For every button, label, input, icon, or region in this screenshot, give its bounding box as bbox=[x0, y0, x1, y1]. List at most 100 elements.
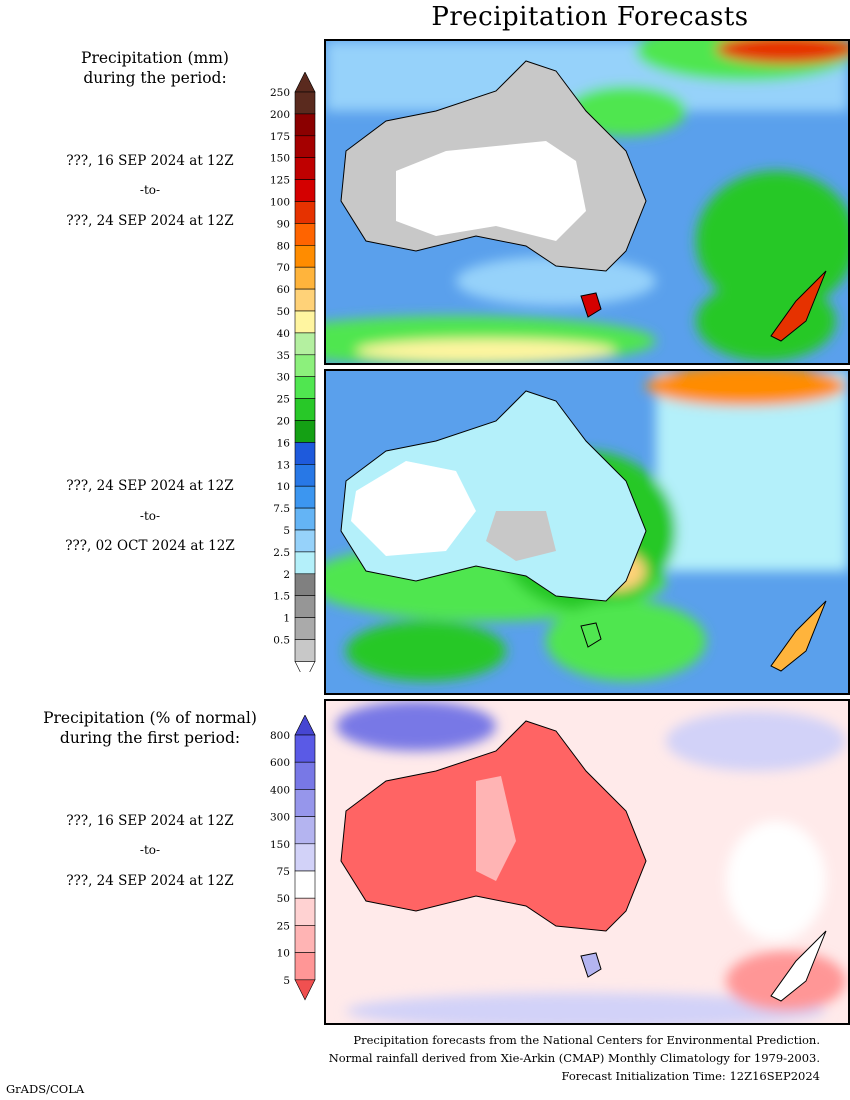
pct-colorbar-segment bbox=[294, 816, 316, 845]
pct-colorbar-tick-label: 10 bbox=[277, 948, 290, 960]
mm-colorbar-tick-label: 35 bbox=[277, 350, 290, 362]
pct-colorbar-segment bbox=[294, 925, 316, 953]
period2-to: ???, 02 OCT 2024 at 12Z bbox=[65, 538, 235, 554]
mm-colorbar-segment bbox=[294, 135, 316, 158]
mm-colorbar-tick-label: 10 bbox=[277, 481, 290, 493]
mm-colorbar-segment bbox=[294, 507, 316, 531]
pct-colorbar-segment bbox=[294, 897, 316, 926]
precip-pct-heading-line2: during the first period: bbox=[59, 729, 241, 747]
mm-colorbar-tick-label: 125 bbox=[270, 175, 290, 187]
mm-colorbar-tick-label: 13 bbox=[277, 459, 290, 471]
mm-colorbar-segment bbox=[294, 595, 316, 618]
mm-colorbar-segment bbox=[294, 310, 316, 334]
mm-colorbar-tick-label: 90 bbox=[277, 218, 290, 230]
pct-colorbar-segment bbox=[294, 843, 316, 872]
pct-colorbar-tick-label: 800 bbox=[270, 730, 290, 742]
mm-colorbar-segment bbox=[294, 223, 316, 246]
footer-line2: Normal rainfall derived from Xie-Arkin (… bbox=[328, 1051, 820, 1065]
mm-colorbar-segment bbox=[294, 398, 316, 421]
mm-colorbar-segment bbox=[294, 639, 316, 662]
pct-colorbar-tick-label: 600 bbox=[270, 757, 290, 769]
map-panel-period1 bbox=[324, 39, 850, 365]
precip-mm-heading-line1: Precipitation (mm) bbox=[81, 49, 229, 67]
page-title: Precipitation Forecasts bbox=[431, 2, 749, 32]
mm-colorbar-tick-label: 175 bbox=[270, 131, 290, 143]
pct-colorbar-tick-label: 5 bbox=[283, 975, 290, 987]
mm-colorbar-segment bbox=[294, 157, 316, 180]
mm-colorbar-tick-label: 60 bbox=[277, 284, 290, 296]
mm-colorbar-tick-label: 7.5 bbox=[273, 503, 290, 515]
mm-colorbar-tick-label: 70 bbox=[277, 262, 290, 274]
mm-colorbar-tick-label: 25 bbox=[277, 394, 290, 406]
precip-mm-heading-line2: during the period: bbox=[83, 69, 227, 87]
precip-map-period2 bbox=[326, 371, 848, 693]
mm-colorbar-segment bbox=[294, 442, 316, 465]
pct-colorbar-tick-label: 50 bbox=[277, 893, 290, 905]
precip-map-period1 bbox=[326, 41, 848, 363]
pct-colorbar-tick-label: 25 bbox=[277, 920, 290, 932]
period2-to-word: -to- bbox=[139, 509, 161, 523]
period1-to: ???, 24 SEP 2024 at 12Z bbox=[66, 213, 234, 229]
pct-colorbar-segment bbox=[294, 789, 316, 817]
mm-colorbar-segment bbox=[294, 332, 316, 356]
pct-colorbar-segment bbox=[294, 870, 316, 899]
mm-colorbar-segment bbox=[294, 529, 316, 553]
pct-colorbar-segment bbox=[294, 734, 316, 763]
mm-colorbar-tick-label: 250 bbox=[270, 87, 290, 99]
period1-from: ???, 16 SEP 2024 at 12Z bbox=[66, 153, 234, 169]
mm-colorbar-tick-label: 0.5 bbox=[273, 635, 290, 647]
mm-colorbar-tick-label: 30 bbox=[277, 372, 290, 384]
pct-colorbar-tick-label: 75 bbox=[277, 866, 290, 878]
pct-colorbar-top-arrow bbox=[294, 715, 316, 736]
pct-colorbar-segment bbox=[294, 952, 316, 981]
period3-from: ???, 16 SEP 2024 at 12Z bbox=[66, 813, 234, 829]
mm-colorbar-segment bbox=[294, 179, 316, 202]
period2-from: ???, 24 SEP 2024 at 12Z bbox=[66, 478, 234, 494]
mm-colorbar-tick-label: 150 bbox=[270, 153, 290, 165]
pct-colorbar-segment bbox=[294, 761, 316, 790]
mm-colorbar-tick-label: 100 bbox=[270, 197, 290, 209]
mm-colorbar-segment bbox=[294, 420, 316, 443]
mm-colorbar-tick-label: 20 bbox=[277, 416, 290, 428]
mm-colorbar-tick-label: 2.5 bbox=[273, 547, 290, 559]
mm-colorbar-segment bbox=[294, 463, 316, 487]
mm-colorbar-tick-label: 16 bbox=[277, 437, 291, 449]
mm-colorbar-bottom-arrow bbox=[294, 661, 316, 672]
mm-colorbar-segment bbox=[294, 617, 316, 640]
precip-pct-map bbox=[326, 701, 848, 1023]
precip-pct-heading: Precipitation (% of normal) during the f… bbox=[30, 708, 270, 748]
mm-colorbar-segment bbox=[294, 266, 316, 290]
mm-colorbar-tick-label: 80 bbox=[277, 240, 290, 252]
period1-to-word: -to- bbox=[139, 183, 161, 197]
mm-colorbar-tick-label: 1 bbox=[283, 613, 290, 625]
footer-line1: Precipitation forecasts from the Nationa… bbox=[353, 1033, 820, 1047]
mm-colorbar-segment bbox=[294, 573, 316, 596]
mm-colorbar-tick-label: 50 bbox=[277, 306, 290, 318]
mm-colorbar-segment bbox=[294, 376, 316, 399]
mm-colorbar-segment bbox=[294, 354, 316, 377]
mm-colorbar-segment bbox=[294, 551, 316, 575]
mm-colorbar-tick-label: 2 bbox=[283, 569, 290, 581]
precip-mm-heading: Precipitation (mm) during the period: bbox=[40, 48, 270, 88]
mm-colorbar-tick-label: 5 bbox=[283, 525, 290, 537]
mm-colorbar-tick-label: 200 bbox=[270, 109, 290, 121]
precip-pct-colorbar: 800 600 400 300 150 75 50 25 10 5 bbox=[270, 715, 316, 1001]
map-panel-pct-normal bbox=[324, 699, 850, 1025]
mm-colorbar-segment bbox=[294, 245, 316, 268]
precip-mm-colorbar: 2502001751501251009080706050403530252016… bbox=[270, 72, 316, 672]
period3-to: ???, 24 SEP 2024 at 12Z bbox=[66, 873, 234, 889]
mm-colorbar-tick-label: 1.5 bbox=[273, 591, 290, 603]
precip-pct-heading-line1: Precipitation (% of normal) bbox=[43, 709, 257, 727]
mm-colorbar-segment bbox=[294, 485, 316, 509]
mm-colorbar-segment bbox=[294, 91, 316, 115]
mm-colorbar-segment bbox=[294, 201, 316, 224]
grads-credit: GrADS/COLA bbox=[6, 1082, 85, 1096]
pct-colorbar-tick-label: 300 bbox=[270, 812, 290, 824]
mm-colorbar-top-arrow bbox=[294, 72, 316, 93]
pct-colorbar-bottom-arrow bbox=[294, 979, 316, 1001]
period3-to-word: -to- bbox=[139, 843, 161, 857]
pct-colorbar-tick-label: 150 bbox=[270, 839, 290, 851]
mm-colorbar-segment bbox=[294, 288, 316, 312]
mm-colorbar-tick-label: 40 bbox=[277, 328, 290, 340]
mm-colorbar-segment bbox=[294, 113, 316, 137]
